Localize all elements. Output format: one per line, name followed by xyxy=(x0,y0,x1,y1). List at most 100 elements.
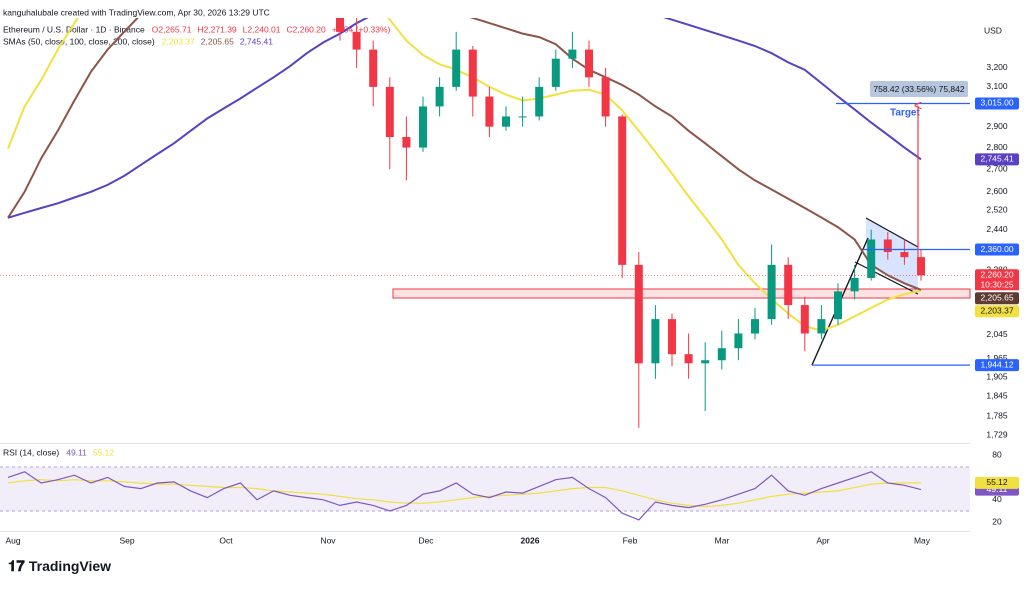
x-tick-label: Aug xyxy=(5,535,20,545)
candle-body xyxy=(784,264,793,306)
candle-body xyxy=(535,86,544,117)
header-value: 2,745.41 xyxy=(240,36,273,46)
price-badge xyxy=(975,305,1019,318)
logo-text: TradingView xyxy=(29,558,111,574)
candle-body xyxy=(751,319,759,334)
candle-body xyxy=(701,360,710,364)
header-value: 2,203.37 xyxy=(162,36,195,46)
x-tick-label: Apr xyxy=(816,535,829,545)
credit: kanguhalubale created with TradingView.c… xyxy=(3,7,270,17)
candle-body xyxy=(717,348,726,361)
sma-line xyxy=(7,18,922,219)
sma-title: SMAs (50, close, 100, close, 200, close) xyxy=(3,36,155,46)
candle-body xyxy=(518,116,527,118)
candle-body xyxy=(369,49,378,87)
rsi-badge xyxy=(975,476,1019,489)
y-tick-label: 3,100 xyxy=(986,81,1008,91)
rsi-tick-label: 80 xyxy=(992,449,1002,459)
rsi-legend-value: 49.11 xyxy=(66,447,87,457)
channel-bottom xyxy=(854,261,919,295)
price-badge-label: 2,203.37 xyxy=(980,306,1013,316)
y-tick-label: 2,600 xyxy=(986,186,1008,196)
candle-body xyxy=(601,77,610,117)
header-value: +7.54 (+0.33%) xyxy=(332,24,391,34)
rsi-line xyxy=(7,479,922,508)
y-tick-label: 2,520 xyxy=(986,205,1008,215)
x-tick-label: 2026 xyxy=(521,535,540,545)
price-badge-label: 2,260.20 xyxy=(980,270,1013,280)
candle-body xyxy=(634,264,643,364)
candle-body xyxy=(867,239,876,278)
candle-body xyxy=(684,354,693,364)
measure-box xyxy=(870,81,968,97)
candle-body xyxy=(585,49,593,78)
price-badge xyxy=(975,153,1019,166)
rsi-tick-label: 40 xyxy=(992,494,1002,504)
x-tick-label: May xyxy=(914,535,931,545)
rsi-tick-label: 20 xyxy=(992,516,1002,526)
candle-body xyxy=(402,137,411,148)
price-badge-label: 1,944.12 xyxy=(980,359,1013,369)
y-tick-label: 2,440 xyxy=(986,224,1008,234)
countdown-badge xyxy=(975,280,1019,291)
x-tick-label: Feb xyxy=(623,535,638,545)
rsi-badge-label: 55.12 xyxy=(986,477,1008,487)
candle-body xyxy=(817,319,826,334)
logo-mark: 𝟏𝟕 xyxy=(8,558,29,575)
y-tick-label: 2,700 xyxy=(986,164,1008,174)
price-badge-label: 2,205.65 xyxy=(980,293,1013,303)
price-badge xyxy=(975,292,1019,305)
channel-top xyxy=(865,217,919,248)
y-tick-label: 2,045 xyxy=(986,329,1008,339)
flag-channel xyxy=(866,218,918,292)
candle-body xyxy=(352,31,361,50)
candle-body xyxy=(734,333,743,349)
header-value: L2,240.01 xyxy=(243,24,281,34)
candle-body xyxy=(850,277,859,292)
price-badge xyxy=(975,269,1019,282)
rsi-band xyxy=(0,467,970,511)
x-tick-label: Sep xyxy=(119,535,134,545)
candle-body xyxy=(917,257,925,276)
candle-body xyxy=(385,86,394,138)
symbol-title: Ethereum / U.S. Dollar · 1D · Binance xyxy=(3,24,145,34)
price-badge-label: 3,015.00 xyxy=(980,98,1013,108)
sma-line xyxy=(7,18,922,291)
candle-body xyxy=(419,106,427,148)
x-tick-label: Dec xyxy=(418,535,434,545)
price-badge-label: 2,745.41 xyxy=(980,154,1013,164)
candle-body xyxy=(435,86,444,107)
candle-body xyxy=(568,49,577,59)
candle-body xyxy=(767,264,776,320)
candle-body xyxy=(618,116,627,265)
rsi-line xyxy=(7,471,922,521)
candle-body xyxy=(651,319,660,364)
rsi-legend-value: 55.12 xyxy=(93,447,115,457)
candle-body xyxy=(668,319,676,355)
y-tick-label: 2,900 xyxy=(986,121,1008,131)
x-tick-label: Oct xyxy=(219,535,233,545)
header-value: H2,271.39 xyxy=(197,24,236,34)
price-badge xyxy=(975,359,1019,372)
support-zone xyxy=(392,288,971,299)
header-value: 2,205.65 xyxy=(201,36,234,46)
candle-body xyxy=(834,291,842,320)
measure-label: 758.42 (33.56%) 75,842 xyxy=(873,84,964,94)
x-tick-label: Nov xyxy=(320,535,336,545)
header-value: O2,265.71 xyxy=(152,24,192,34)
candle-body xyxy=(502,116,510,127)
candle-body xyxy=(900,252,909,258)
currency: USD xyxy=(984,25,1002,35)
price-badge-label: 2,360.00 xyxy=(980,244,1013,254)
countdown: 10:30:25 xyxy=(980,280,1013,290)
y-tick-label: 1,965 xyxy=(986,353,1008,363)
candle-body xyxy=(452,49,461,87)
header-value: C2,260.20 xyxy=(287,24,326,34)
y-tick-label: 2,800 xyxy=(986,142,1008,152)
y-tick-label: 1,729 xyxy=(986,429,1008,439)
y-tick-label: 3,200 xyxy=(986,62,1008,72)
rsi-title: RSI (14, close) xyxy=(3,447,59,457)
y-tick-label: 1,785 xyxy=(986,410,1008,420)
